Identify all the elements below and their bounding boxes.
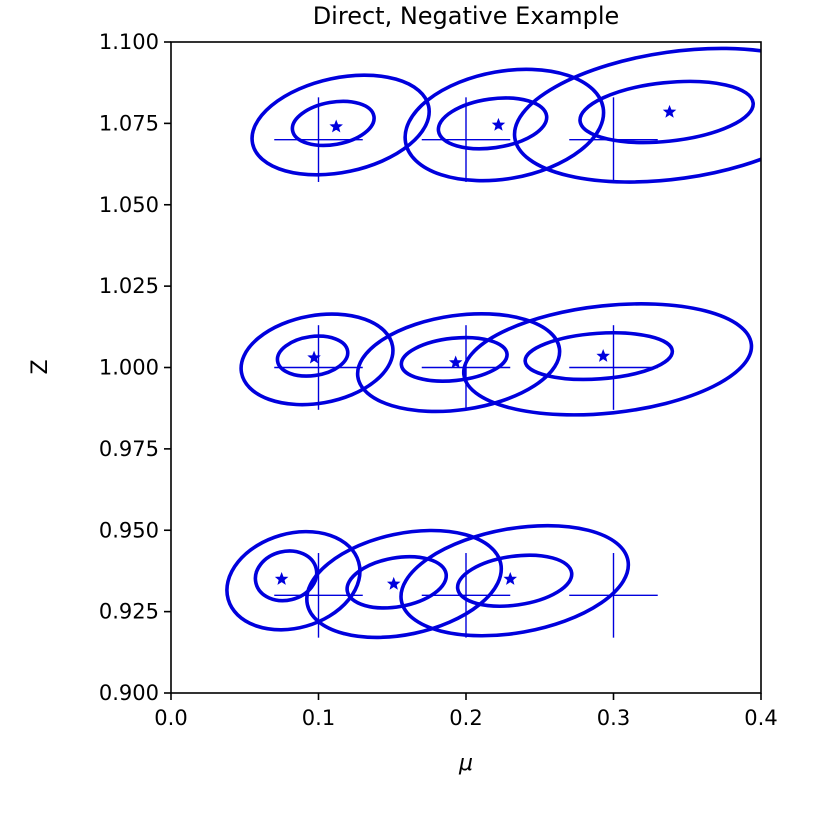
estimate-star-marker <box>503 571 518 585</box>
estimate-star-marker <box>386 576 401 590</box>
x-axis: 0.0 0.1 0.2 0.3 0.4 <box>154 693 778 730</box>
x-tick-label: 0.3 <box>597 706 630 730</box>
true-value-crosshair <box>421 97 511 182</box>
plot-area <box>225 46 761 640</box>
estimate-star-marker <box>448 355 463 369</box>
y-tick-label: 1.075 <box>99 111 159 135</box>
y-tick-label: 1.050 <box>99 193 159 217</box>
x-tick-label: 0.1 <box>302 706 335 730</box>
true-value-crosshair <box>421 553 511 638</box>
y-tick-label: 0.900 <box>99 681 159 705</box>
y-tick-label: 1.025 <box>99 274 159 298</box>
inner-confidence-ellipse <box>455 553 574 608</box>
x-axis-title: μ <box>458 751 473 776</box>
outer-confidence-ellipse <box>403 67 606 183</box>
estimate-star-marker <box>662 104 677 118</box>
y-axis: 0.900 0.925 0.950 0.975 1.000 1.025 1.050 1.075… <box>99 30 171 705</box>
y-axis-title: Z <box>28 359 53 374</box>
chart-title: Direct, Negative Example <box>313 2 620 30</box>
inner-confidence-ellipse <box>275 334 350 378</box>
inner-confidence-ellipse <box>436 96 549 151</box>
outer-confidence-ellipse <box>250 73 431 177</box>
estimate-star-marker <box>596 349 610 362</box>
true-value-crosshair <box>274 325 363 410</box>
outer-confidence-ellipse <box>239 312 395 407</box>
estimate-star-marker <box>307 350 321 364</box>
inner-confidence-ellipse <box>523 331 675 382</box>
estimate-star-marker <box>491 117 506 131</box>
outer-confidence-ellipse <box>461 302 754 417</box>
inner-confidence-ellipse <box>399 335 509 383</box>
true-value-crosshair <box>569 325 658 410</box>
x-tick-label: 0.0 <box>154 706 187 730</box>
estimate-star-marker <box>274 571 289 585</box>
x-tick-label: 0.4 <box>744 706 777 730</box>
inner-confidence-ellipse <box>253 549 319 603</box>
inner-confidence-ellipse <box>290 99 376 148</box>
inner-confidence-ellipse <box>345 554 449 610</box>
outer-confidence-ellipse <box>225 529 362 632</box>
outer-confidence-ellipse <box>399 523 631 638</box>
inner-confidence-ellipse <box>578 79 756 145</box>
y-tick-label: 1.100 <box>99 30 159 54</box>
outer-confidence-ellipse <box>512 46 761 184</box>
y-tick-label: 1.000 <box>99 356 159 380</box>
outer-confidence-ellipse <box>305 528 504 640</box>
y-tick-label: 0.950 <box>99 518 159 542</box>
y-tick-label: 0.975 <box>99 437 159 461</box>
y-tick-label: 0.925 <box>99 600 159 624</box>
estimate-star-marker <box>329 119 343 133</box>
outer-confidence-ellipse <box>355 311 562 414</box>
x-tick-label: 0.2 <box>449 706 482 730</box>
